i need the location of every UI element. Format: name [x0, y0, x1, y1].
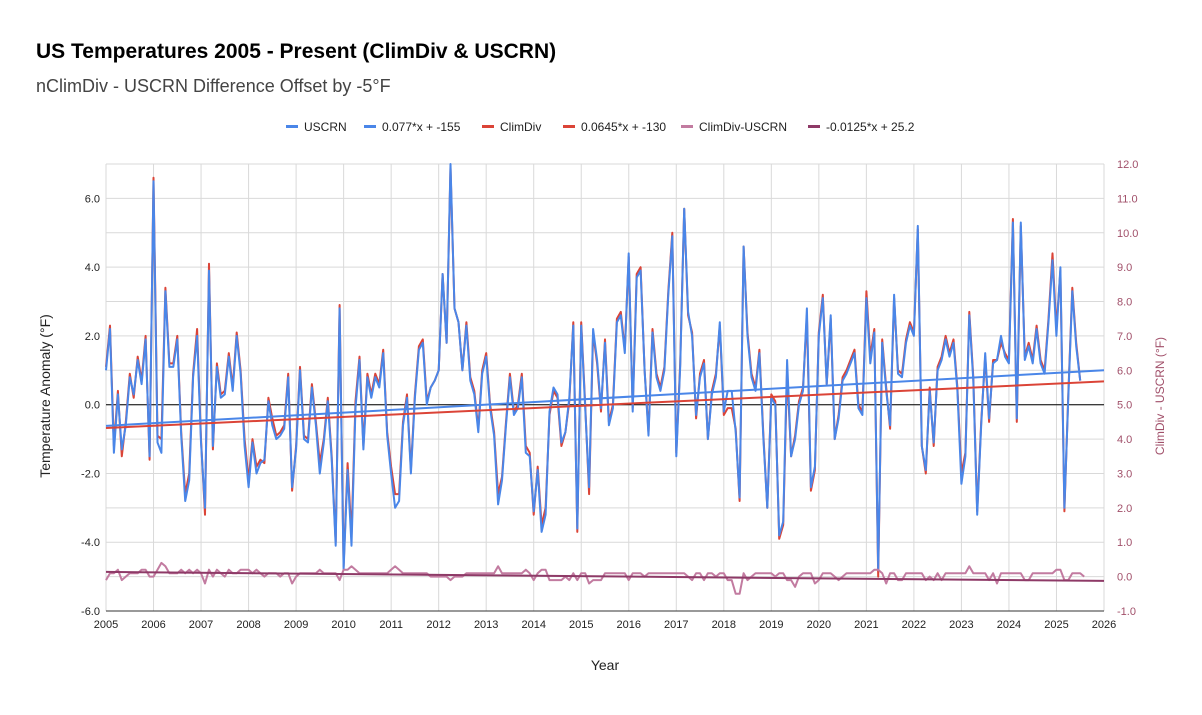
x-tick-label: 2005	[94, 619, 118, 631]
y2-tick-label: 7.0	[1117, 331, 1132, 343]
y2-tick-label: 10.0	[1117, 228, 1138, 240]
legend-swatch	[681, 125, 693, 128]
legend-item[interactable]: 0.077*x + -155	[364, 120, 461, 134]
x-tick-label: 2013	[474, 619, 498, 631]
y2-tick-label: 3.0	[1117, 468, 1132, 480]
y-tick-label: -2.0	[81, 468, 100, 480]
y2-tick-label: 11.0	[1117, 193, 1138, 205]
y2-tick-label: -1.0	[1117, 606, 1136, 618]
x-tick-label: 2015	[569, 619, 593, 631]
x-tick-label: 2011	[379, 619, 403, 631]
legend-label: -0.0125*x + 25.2	[826, 120, 915, 134]
x-tick-label: 2020	[807, 619, 831, 631]
trendline	[105, 570, 1105, 582]
series-line-uscrn	[105, 163, 1082, 571]
y2-tick-label: 6.0	[1117, 365, 1132, 377]
legend-item[interactable]: USCRN	[286, 120, 347, 134]
y-tick-label: 2.0	[85, 331, 100, 343]
y2-tick-label: 2.0	[1117, 503, 1132, 515]
x-tick-label: 2021	[854, 619, 878, 631]
y-tick-label: 6.0	[85, 193, 100, 205]
legend-label: ClimDiv-USCRN	[699, 120, 787, 134]
y2-tick-label: 9.0	[1117, 262, 1132, 274]
y-tick-label: 4.0	[85, 262, 100, 274]
y-tick-label: 0.0	[85, 400, 100, 412]
chart-subtitle: nClimDiv - USCRN Difference Offset by -5…	[36, 76, 391, 96]
trendline	[105, 369, 1105, 427]
legend-swatch	[808, 125, 820, 128]
x-tick-label: 2014	[521, 619, 545, 631]
gridlines	[105, 163, 1105, 612]
series-line-climdiv-uscrn	[105, 561, 1085, 595]
chart-title: US Temperatures 2005 - Present (ClimDiv …	[36, 40, 556, 63]
x-tick-label: 2023	[949, 619, 973, 631]
legend-label: USCRN	[304, 120, 347, 134]
x-tick-label: 2009	[284, 619, 308, 631]
y2-tick-label: 4.0	[1117, 434, 1132, 446]
x-tick-label: 2016	[617, 619, 641, 631]
legend-label: 0.0645*x + -130	[581, 120, 666, 134]
legend-item[interactable]: -0.0125*x + 25.2	[808, 120, 915, 134]
x-axis-label: Year	[591, 657, 620, 673]
trendline	[105, 380, 1105, 429]
x-tick-label: 2017	[664, 619, 688, 631]
y2-axis-label: ClimDiv - USCRN (°F)	[1153, 337, 1167, 455]
x-tick-label: 2026	[1092, 619, 1116, 631]
x-tick-label: 2008	[236, 619, 260, 631]
legend-swatch	[364, 125, 376, 128]
x-tick-label: 2012	[426, 619, 450, 631]
x-tick-label: 2018	[712, 619, 736, 631]
legend-item[interactable]: 0.0645*x + -130	[563, 120, 666, 134]
legend-swatch	[286, 125, 298, 128]
y2-tick-label: 0.0	[1117, 572, 1132, 584]
legend-label: 0.077*x + -155	[382, 120, 461, 134]
y2-tick-label: 1.0	[1117, 537, 1132, 549]
x-tick-label: 2022	[902, 619, 926, 631]
x-tick-label: 2024	[997, 619, 1021, 631]
x-tick-label: 2019	[759, 619, 783, 631]
trendlines	[105, 369, 1105, 582]
legend-item[interactable]: ClimDiv-USCRN	[681, 120, 787, 134]
legend-label: ClimDiv	[500, 120, 541, 134]
y2-tick-label: 5.0	[1117, 400, 1132, 412]
legend-swatch	[482, 125, 494, 128]
x-tick-label: 2006	[141, 619, 165, 631]
y-tick-label: -6.0	[81, 606, 100, 618]
legend-swatch	[563, 125, 575, 128]
x-tick-label: 2025	[1044, 619, 1068, 631]
series-line-climdiv	[105, 166, 1082, 578]
axes: -1.0 0.0 1.0 2.0 3.0 4.0 5.0 6.0 7.0 8.0 9.0 10.0 11…	[81, 159, 1138, 631]
legend[interactable]: USCRN 0.077*x + -155 ClimDiv 0.0645*x + -13…	[286, 120, 915, 134]
y-tick-label: -4.0	[81, 537, 100, 549]
x-tick-label: 2010	[331, 619, 355, 631]
y2-tick-label: 12.0	[1117, 159, 1138, 171]
legend-item[interactable]: ClimDiv	[482, 120, 541, 134]
x-tick-label: 2007	[189, 619, 213, 631]
y2-tick-label: 8.0	[1117, 297, 1132, 309]
y-axis-label: Temperature Anomaly (°F)	[37, 314, 53, 478]
